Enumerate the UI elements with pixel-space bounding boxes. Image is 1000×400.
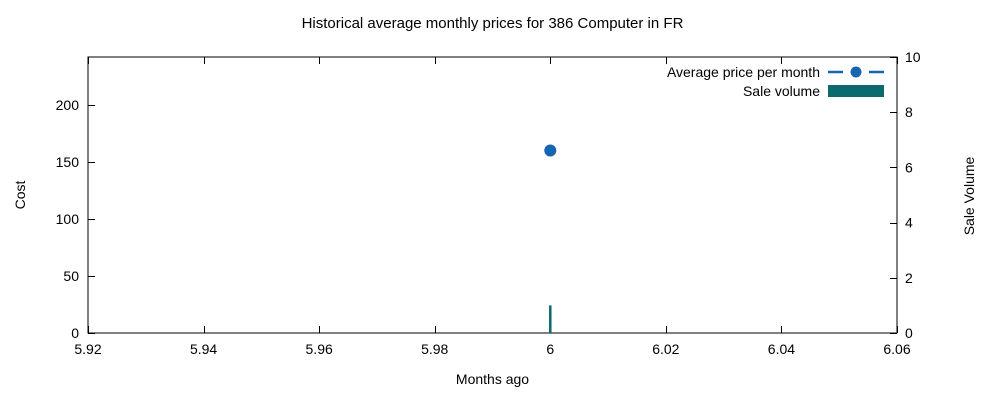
y-left-tick-label: 150 xyxy=(56,154,80,170)
x-tick-label: 5.98 xyxy=(421,341,448,357)
x-tick-label: 6.02 xyxy=(652,341,679,357)
y-right-tick-label: 8 xyxy=(905,104,913,120)
y-left-tick-label: 50 xyxy=(63,268,79,284)
legend-sample-price-line xyxy=(828,66,884,77)
legend: Average price per month Sale volume xyxy=(667,62,884,100)
x-tick-label: 5.92 xyxy=(74,341,101,357)
y-right-tick-label: 6 xyxy=(905,159,913,175)
legend-entry-volume: Sale volume xyxy=(743,81,884,100)
y-left-tick-label: 0 xyxy=(71,325,79,341)
legend-marker-circle xyxy=(850,66,862,77)
legend-entry-price: Average price per month xyxy=(667,62,884,81)
plot-border xyxy=(87,56,898,334)
y-axis-label-left: Cost xyxy=(12,180,28,210)
chart-title: Historical average monthly prices for 38… xyxy=(301,15,684,32)
legend-sample-volume-box xyxy=(828,84,884,97)
x-tick-label: 5.94 xyxy=(190,341,217,357)
y-axis-label-right: Sale Volume xyxy=(961,156,977,236)
legend-label-price: Average price per month xyxy=(666,63,820,80)
y-right-tick-label: 4 xyxy=(905,215,913,231)
price-point-marker xyxy=(544,144,557,157)
y-left-tick-label: 100 xyxy=(56,211,80,227)
y-right-tick-label: 0 xyxy=(905,325,913,341)
legend-volume-swatch xyxy=(828,84,884,97)
x-tick-label: 6.04 xyxy=(768,341,795,357)
y-left-tick-label: 200 xyxy=(56,97,80,113)
volume-bar xyxy=(549,305,552,333)
x-tick-label: 6 xyxy=(546,341,554,357)
legend-label-volume: Sale volume xyxy=(742,82,820,99)
x-tick-label: 6.06 xyxy=(883,341,910,357)
y-right-tick-label: 2 xyxy=(905,270,913,286)
y-right-tick-label: 10 xyxy=(905,49,921,65)
x-tick-label: 5.96 xyxy=(306,341,333,357)
x-axis-label: Months ago xyxy=(455,371,530,387)
